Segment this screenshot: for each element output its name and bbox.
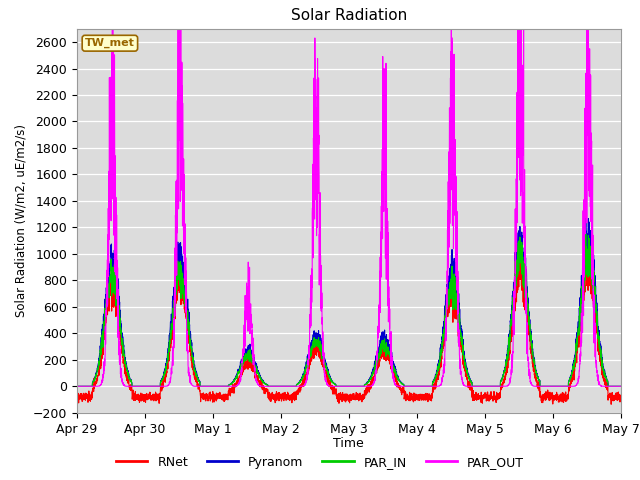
Pyranom (617, 384, 625, 389)
Line: PAR_IN: PAR_IN (77, 234, 621, 386)
Text: TW_met: TW_met (85, 38, 135, 48)
RNet (617, 393, 625, 399)
PAR_IN (475, 384, 483, 389)
RNet (475, 393, 483, 398)
Y-axis label: Solar Radiation (W/m2, uE/m2/s): Solar Radiation (W/m2, uE/m2/s) (14, 124, 27, 317)
PAR_IN (73, 384, 81, 389)
Pyranom (436, 355, 444, 361)
PAR_OUT (73, 384, 81, 389)
Line: PAR_OUT: PAR_OUT (77, 0, 621, 386)
PAR_OUT (425, 384, 433, 389)
PAR_IN (436, 359, 444, 364)
RNet (491, 394, 499, 400)
PAR_OUT (491, 384, 499, 389)
PAR_OUT (499, 384, 507, 389)
PAR_IN (425, 384, 433, 389)
Pyranom (73, 384, 81, 389)
PAR_OUT (166, 378, 174, 384)
Pyranom (491, 384, 499, 389)
Legend: RNet, Pyranom, PAR_IN, PAR_OUT: RNet, Pyranom, PAR_IN, PAR_OUT (111, 451, 529, 474)
PAR_IN (617, 384, 625, 389)
Pyranom (582, 214, 589, 219)
X-axis label: Time: Time (333, 437, 364, 450)
RNet (607, 401, 615, 407)
Pyranom (166, 319, 174, 325)
RNet (499, 379, 507, 385)
Pyranom (475, 384, 483, 389)
Line: RNet: RNet (77, 249, 621, 404)
Line: Pyranom: Pyranom (77, 216, 621, 386)
PAR_OUT (436, 383, 444, 389)
PAR_IN (582, 231, 589, 237)
RNet (73, 397, 81, 403)
Pyranom (425, 384, 433, 389)
RNet (436, 368, 444, 373)
PAR_IN (491, 384, 499, 389)
PAR_IN (499, 374, 507, 380)
PAR_IN (166, 327, 174, 333)
Pyranom (499, 373, 507, 379)
PAR_OUT (475, 384, 483, 389)
RNet (584, 246, 592, 252)
RNet (425, 392, 433, 398)
RNet (166, 332, 174, 338)
PAR_OUT (617, 384, 625, 389)
Title: Solar Radiation: Solar Radiation (291, 9, 407, 24)
